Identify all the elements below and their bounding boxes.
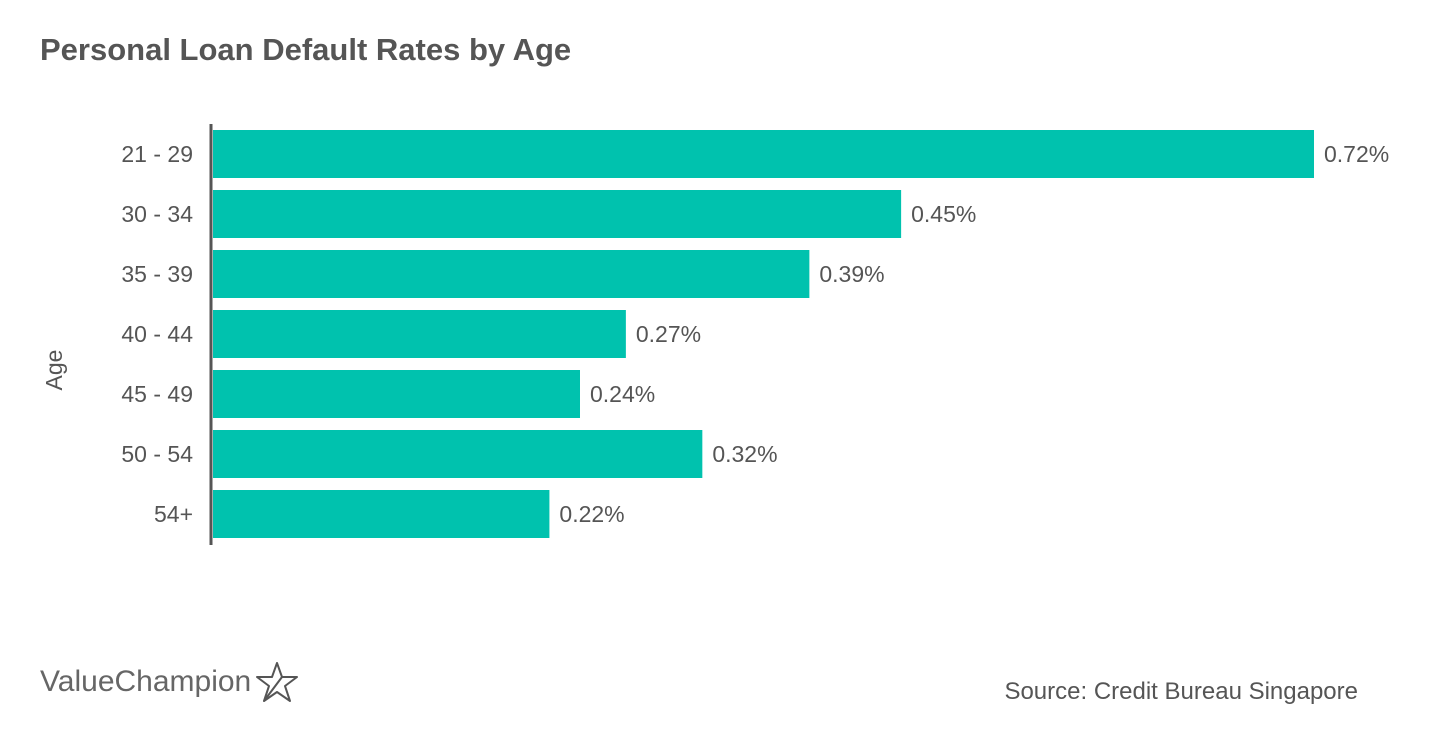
bar-1 (213, 190, 902, 238)
category-label: 40 - 44 (121, 321, 193, 347)
star-outline-icon (256, 662, 299, 702)
value-label: 0.24% (590, 381, 655, 407)
source-note: Source: Credit Bureau Singapore (1004, 678, 1358, 705)
category-label: 35 - 39 (121, 261, 193, 287)
value-label: 0.39% (819, 261, 884, 287)
category-label: 45 - 49 (121, 381, 193, 407)
bar-3 (213, 310, 626, 358)
value-label: 0.72% (1324, 141, 1389, 167)
bar-6 (213, 490, 550, 538)
brand-name: ValueChampion (40, 665, 252, 698)
value-label: 0.22% (559, 501, 624, 527)
category-label: 30 - 34 (121, 201, 193, 227)
category-label: 50 - 54 (121, 441, 193, 467)
value-label: 0.32% (712, 441, 777, 467)
value-label: 0.27% (636, 321, 701, 347)
bar-2 (213, 250, 810, 298)
chart-title: Personal Loan Default Rates by Age (40, 32, 572, 67)
bar-4 (213, 370, 580, 418)
brand-logo: ValueChampion (40, 660, 299, 704)
value-label: 0.45% (911, 201, 976, 227)
bar-0 (213, 130, 1314, 178)
bar-5 (213, 430, 703, 478)
category-label: 54+ (154, 501, 193, 527)
y-axis-title: Age (41, 350, 67, 391)
bars-layer: 21 - 29 0.72% 30 - 34 0.45% 35 - 39 0.39% 40 -… (121, 130, 1389, 538)
category-label: 21 - 29 (121, 141, 193, 167)
